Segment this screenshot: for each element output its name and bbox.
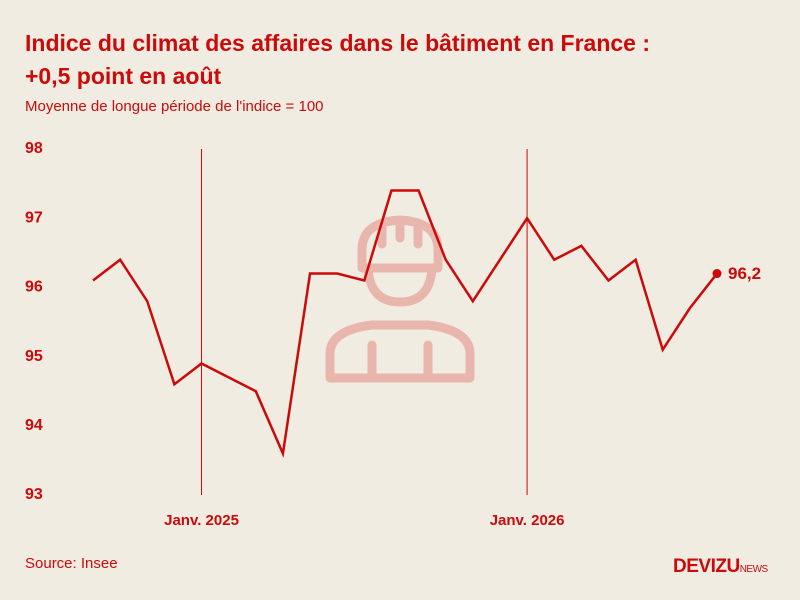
- x-tick-label: Janv. 2025: [164, 512, 239, 529]
- source: Source: Insee: [25, 555, 118, 572]
- chart-subtitle: Moyenne de longue période de l'indice = …: [25, 98, 324, 115]
- worker-icon: [325, 215, 475, 383]
- point: [712, 269, 722, 279]
- y-tick-label: 98: [25, 140, 43, 157]
- y-tick-label: 95: [25, 348, 43, 365]
- y-tick-label: 96: [25, 279, 43, 296]
- x-tick-label: Janv. 2026: [490, 512, 565, 529]
- line: [92, 189, 718, 458]
- chart-title: +0,5 point en août: [25, 63, 222, 89]
- y-tick-label: 93: [25, 486, 43, 503]
- brand-name: DEVIZU: [673, 556, 740, 577]
- brand-suffix: NEWS: [740, 564, 769, 575]
- value-label: 96,2: [728, 264, 761, 283]
- chart-title: Indice du climat des affaires dans le bâ…: [25, 30, 650, 56]
- y-tick-label: 97: [25, 209, 43, 226]
- brand: DEVIZUNEWS: [673, 556, 769, 577]
- y-tick-label: 94: [25, 417, 43, 434]
